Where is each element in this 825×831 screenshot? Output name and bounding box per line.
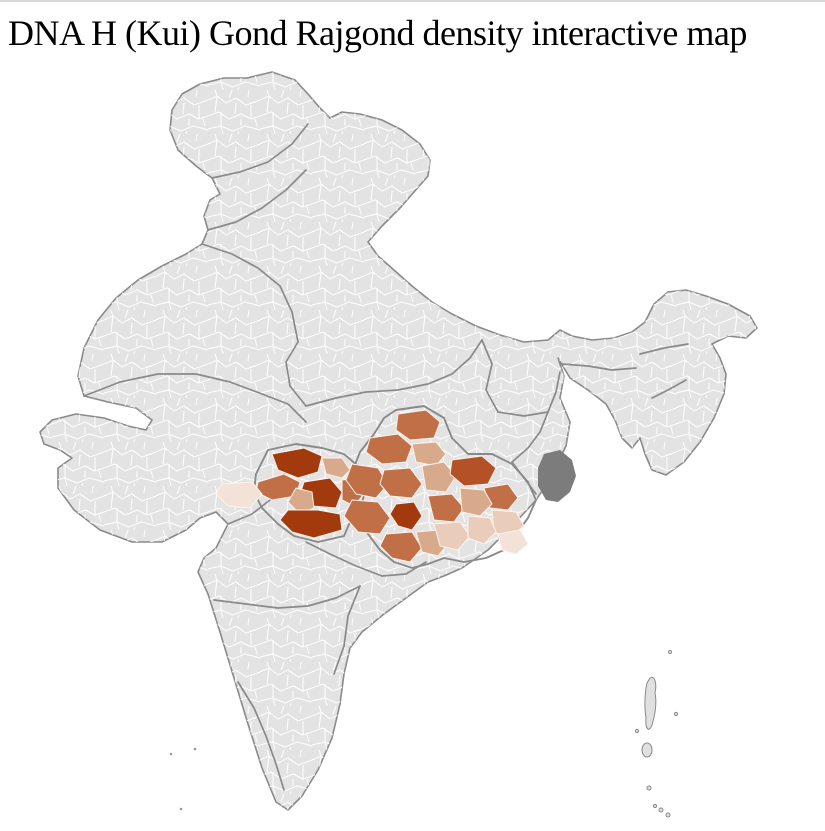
west-cluster-outline bbox=[253, 443, 367, 543]
district-region[interactable] bbox=[279, 509, 343, 539]
district-region[interactable] bbox=[215, 481, 263, 509]
district-region[interactable] bbox=[459, 487, 493, 517]
district-region[interactable] bbox=[421, 461, 457, 493]
river-delta-region[interactable] bbox=[538, 450, 576, 502]
district-region[interactable] bbox=[467, 515, 497, 545]
andaman-nicobar-islands[interactable] bbox=[634, 649, 679, 818]
district-region[interactable] bbox=[497, 529, 529, 555]
district-region[interactable] bbox=[271, 447, 323, 479]
district-region[interactable] bbox=[379, 531, 423, 563]
district-region[interactable] bbox=[389, 501, 423, 531]
district-region[interactable] bbox=[321, 457, 351, 479]
page-title: DNA H (Kui) Gond Rajgond density interac… bbox=[8, 13, 747, 53]
district-region[interactable] bbox=[411, 441, 447, 467]
district-region[interactable] bbox=[433, 521, 471, 551]
district-region[interactable] bbox=[379, 467, 423, 499]
district-region[interactable] bbox=[395, 409, 441, 441]
density-districts bbox=[215, 409, 529, 563]
district-region[interactable] bbox=[427, 493, 465, 523]
district-region[interactable] bbox=[365, 433, 413, 465]
district-region[interactable] bbox=[343, 499, 391, 535]
lakshadweep-islands[interactable] bbox=[169, 747, 197, 811]
district-region[interactable] bbox=[449, 455, 497, 487]
district-region[interactable] bbox=[345, 463, 389, 499]
